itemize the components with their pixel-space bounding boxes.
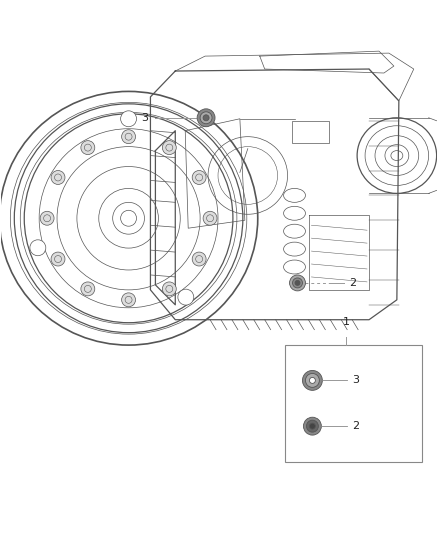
Text: 2: 2 [352,421,359,431]
Circle shape [51,171,65,184]
Circle shape [203,115,209,121]
Circle shape [309,377,315,383]
Bar [285,345,422,462]
Circle shape [197,109,215,127]
Circle shape [203,211,217,225]
Circle shape [178,289,194,305]
Circle shape [40,211,54,225]
Circle shape [51,252,65,266]
Circle shape [304,417,321,435]
Circle shape [200,112,212,124]
Circle shape [30,240,46,256]
Circle shape [81,141,95,155]
Circle shape [192,171,206,184]
Circle shape [293,278,303,288]
Circle shape [307,420,318,432]
Circle shape [122,293,135,307]
Circle shape [295,280,300,285]
Text: 1: 1 [343,317,350,327]
Circle shape [81,282,95,296]
Text: 3: 3 [141,113,148,123]
Circle shape [305,374,319,387]
Text: 2: 2 [349,278,356,288]
Circle shape [162,282,176,296]
Circle shape [162,141,176,155]
Circle shape [120,111,137,127]
Circle shape [192,252,206,266]
Circle shape [122,130,135,144]
Circle shape [290,275,305,291]
Text: 3: 3 [352,375,359,385]
Bar [292,121,329,143]
Circle shape [309,423,315,429]
Circle shape [303,370,322,390]
